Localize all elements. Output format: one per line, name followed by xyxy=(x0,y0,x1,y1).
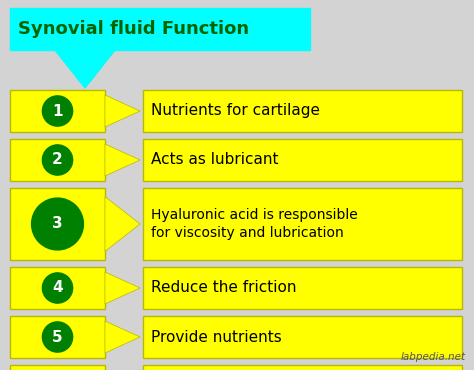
FancyBboxPatch shape xyxy=(10,90,105,132)
FancyBboxPatch shape xyxy=(10,365,105,370)
Text: labpedia.net: labpedia.net xyxy=(401,352,466,362)
FancyBboxPatch shape xyxy=(10,8,310,50)
Text: 3: 3 xyxy=(52,216,63,232)
FancyBboxPatch shape xyxy=(143,316,462,358)
Text: Reduce the friction: Reduce the friction xyxy=(151,280,297,296)
FancyBboxPatch shape xyxy=(143,267,462,309)
Polygon shape xyxy=(105,321,140,353)
Text: Acts as lubricant: Acts as lubricant xyxy=(151,152,279,168)
Polygon shape xyxy=(105,144,140,176)
Text: 2: 2 xyxy=(52,152,63,168)
Text: 4: 4 xyxy=(52,280,63,296)
Text: Provide nutrients: Provide nutrients xyxy=(151,330,282,344)
Polygon shape xyxy=(105,95,140,127)
Text: Hyaluronic acid is responsible
for viscosity and lubrication: Hyaluronic acid is responsible for visco… xyxy=(151,208,358,240)
FancyBboxPatch shape xyxy=(143,139,462,181)
Circle shape xyxy=(42,322,73,352)
Text: 1: 1 xyxy=(52,104,63,118)
FancyBboxPatch shape xyxy=(143,365,462,370)
Polygon shape xyxy=(55,50,115,88)
FancyBboxPatch shape xyxy=(143,90,462,132)
FancyBboxPatch shape xyxy=(10,139,105,181)
FancyBboxPatch shape xyxy=(10,188,105,260)
Circle shape xyxy=(42,96,73,126)
FancyBboxPatch shape xyxy=(10,316,105,358)
Polygon shape xyxy=(105,272,140,304)
Circle shape xyxy=(32,198,83,250)
Polygon shape xyxy=(105,196,140,251)
Circle shape xyxy=(42,273,73,303)
Text: Synovial fluid Function: Synovial fluid Function xyxy=(18,20,249,38)
Text: 5: 5 xyxy=(52,330,63,344)
FancyBboxPatch shape xyxy=(10,267,105,309)
Text: Nutrients for cartilage: Nutrients for cartilage xyxy=(151,104,320,118)
Circle shape xyxy=(42,145,73,175)
FancyBboxPatch shape xyxy=(143,188,462,260)
